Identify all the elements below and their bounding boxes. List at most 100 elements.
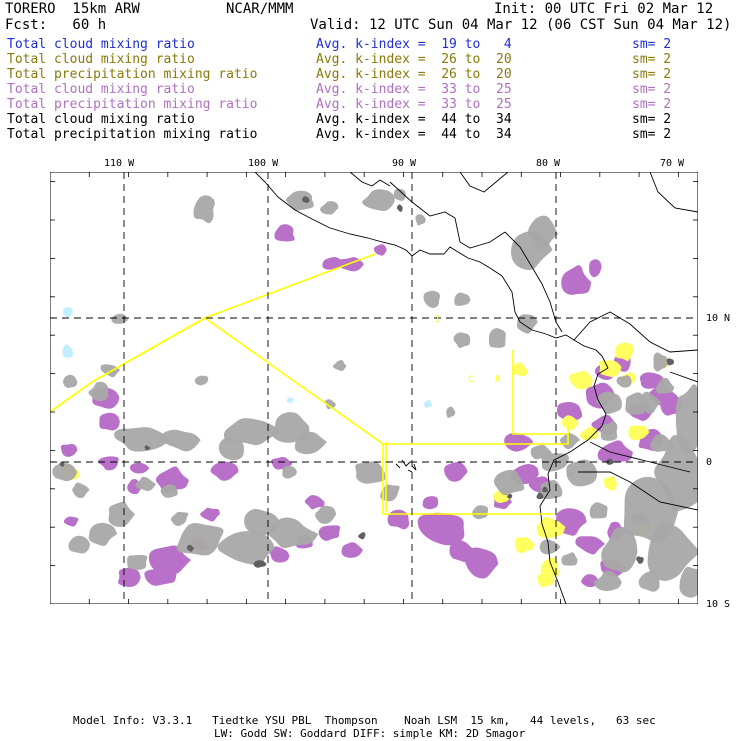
field-patch xyxy=(653,352,668,372)
field-patch xyxy=(536,516,566,539)
field-patch xyxy=(269,546,290,563)
coastlines xyxy=(254,172,698,604)
field-patch xyxy=(60,443,78,457)
field-patch xyxy=(159,429,201,452)
field-patch xyxy=(536,492,544,500)
field-patch xyxy=(444,462,468,482)
legend-kindex: Avg. k-index = 26 to 20 xyxy=(316,67,512,82)
field-patch xyxy=(294,431,327,455)
latitude-label: 0 xyxy=(706,457,713,468)
field-patch xyxy=(218,437,244,461)
field-patch xyxy=(569,370,593,390)
field-patch xyxy=(194,375,209,386)
region-label: R xyxy=(495,375,501,385)
field-patch xyxy=(282,465,297,479)
field-patch xyxy=(62,307,73,318)
legend-kindex: Avg. k-index = 44 to 34 xyxy=(316,127,512,142)
field-patch xyxy=(417,512,465,546)
field-patch xyxy=(286,397,294,403)
field-patch xyxy=(160,484,178,498)
latitude-label: 10 N xyxy=(706,313,731,324)
model-info: Model Info: V3.3.1 Tiedtke YSU PBL Thomp… xyxy=(73,714,656,727)
field-patch xyxy=(650,434,674,452)
field-patch xyxy=(144,445,151,451)
field-patch xyxy=(274,224,295,242)
field-patch xyxy=(127,554,148,570)
field-patch xyxy=(449,540,478,563)
high-kindex-layer xyxy=(59,196,675,568)
field-patch xyxy=(504,432,534,452)
field-patch xyxy=(72,482,90,499)
field-patch xyxy=(636,556,644,564)
field-patch xyxy=(135,476,156,492)
domain-boundaries xyxy=(50,253,569,515)
field-patch xyxy=(223,418,281,446)
field-patch xyxy=(415,214,426,226)
field-patch xyxy=(129,462,150,474)
field-patch xyxy=(423,290,441,308)
field-patch xyxy=(561,415,579,430)
valid-time: Valid: 12 UTC Sun 04 Mar 12 (06 CST Sun … xyxy=(310,17,732,33)
field-patch xyxy=(63,516,79,527)
field-patch xyxy=(88,381,109,402)
field-patch xyxy=(155,466,189,493)
field-patch xyxy=(507,493,513,499)
field-patch xyxy=(59,461,65,467)
field-patch xyxy=(536,573,555,588)
field-patch xyxy=(186,544,195,552)
field-patch xyxy=(528,476,553,493)
field-patch xyxy=(380,484,400,502)
field-patch xyxy=(515,537,535,554)
field-patch xyxy=(615,342,634,361)
legend-smoothing: sm= 2 xyxy=(632,37,672,52)
field-patch xyxy=(512,362,528,376)
field-patch xyxy=(540,557,560,577)
model-title: TORERO 15km ARW xyxy=(5,1,140,17)
field-patch xyxy=(446,406,456,418)
field-patch xyxy=(556,401,583,421)
longitude-label: 80 W xyxy=(536,158,561,169)
field-patch xyxy=(616,375,632,388)
field-patch xyxy=(268,517,319,549)
legend-field: Total cloud mixing ratio xyxy=(7,52,195,67)
forecast-map: 2040608010012014016018020022024026028030… xyxy=(50,172,698,604)
field-patch xyxy=(560,432,581,450)
field-patch xyxy=(422,496,439,510)
field-patch xyxy=(493,469,525,496)
forecast-hour: Fcst: 60 h xyxy=(5,17,107,33)
field-patch xyxy=(302,196,310,203)
legend-field: Total cloud mixing ratio xyxy=(7,112,195,127)
field-patch xyxy=(108,501,135,527)
field-patch xyxy=(561,552,578,566)
field-patch xyxy=(530,444,552,460)
field-patch xyxy=(393,188,406,202)
field-patch xyxy=(52,463,78,482)
field-patch xyxy=(355,461,386,484)
field-patch xyxy=(424,400,433,408)
region-labels: C R I xyxy=(435,315,501,385)
field-patch xyxy=(304,495,325,510)
region-label: C xyxy=(468,375,473,385)
legend-smoothing: sm= 2 xyxy=(632,52,672,67)
field-patch xyxy=(527,215,558,251)
field-patch xyxy=(453,332,471,348)
field-patch xyxy=(640,391,661,414)
field-patch xyxy=(647,523,698,581)
field-patch xyxy=(539,539,561,555)
field-patch xyxy=(675,384,698,454)
field-patch xyxy=(655,377,675,394)
field-patch xyxy=(488,328,506,348)
field-patch xyxy=(593,570,622,591)
field-patch xyxy=(244,508,281,536)
field-patch xyxy=(454,292,471,307)
field-patch xyxy=(99,412,120,431)
legend-kindex: Avg. k-index = 33 to 25 xyxy=(316,82,512,97)
field-patch xyxy=(315,505,337,524)
field-patch xyxy=(320,201,339,215)
field-patch xyxy=(373,244,387,256)
legend-smoothing: sm= 2 xyxy=(632,127,672,142)
field-patch xyxy=(341,542,363,558)
field-patch xyxy=(628,425,650,441)
field-patch xyxy=(210,461,239,481)
legend-field: Total precipitation mixing ratio xyxy=(7,97,258,112)
